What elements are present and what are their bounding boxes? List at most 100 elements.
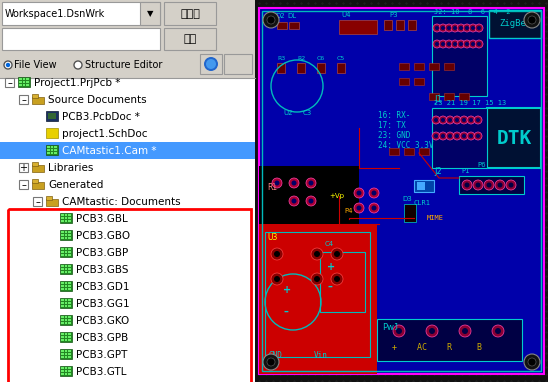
Text: –: – (21, 180, 26, 190)
Circle shape (334, 276, 340, 282)
Bar (61, 248, 64, 250)
Bar (65, 282, 67, 284)
Circle shape (446, 116, 454, 124)
Bar (61, 282, 64, 284)
Circle shape (309, 199, 313, 204)
Bar (389, 148, 399, 155)
Circle shape (372, 191, 376, 196)
Bar (33, 197, 42, 206)
Bar (140, 2, 160, 25)
Bar (68, 237, 71, 239)
Text: Generated: Generated (48, 180, 104, 190)
Circle shape (462, 118, 466, 122)
Bar (444, 63, 454, 70)
Circle shape (528, 16, 536, 24)
Bar (68, 214, 71, 216)
Circle shape (263, 354, 279, 370)
Circle shape (396, 328, 402, 334)
Bar (68, 248, 71, 250)
Bar (5, 78, 14, 87)
Bar (61, 370, 64, 372)
Bar (65, 322, 67, 324)
Text: U4: U4 (341, 12, 351, 18)
Bar (32, 182, 44, 189)
Text: –: – (21, 95, 26, 105)
Circle shape (476, 118, 480, 122)
Text: C3: C3 (303, 110, 312, 116)
Circle shape (433, 24, 441, 32)
Circle shape (354, 203, 364, 213)
Text: PCB3.GBS: PCB3.GBS (76, 265, 128, 275)
Text: Pw1: Pw1 (382, 322, 399, 332)
Bar (65, 214, 67, 216)
Bar (259, 166, 359, 224)
Bar (61, 373, 64, 375)
Text: +    AC    R     B: + AC R B (392, 343, 482, 351)
Circle shape (448, 118, 452, 122)
Text: J1: J1 (434, 96, 442, 105)
Circle shape (311, 273, 323, 285)
Circle shape (469, 118, 473, 122)
Bar (68, 288, 71, 290)
Bar (22, 78, 25, 80)
Text: Source Documents: Source Documents (48, 95, 147, 105)
Bar (277, 63, 285, 73)
Bar (60, 366, 72, 376)
Bar (2, 2, 160, 25)
Bar (224, 54, 252, 74)
Bar (60, 264, 72, 274)
Bar (60, 349, 72, 359)
Text: J2: J2 (434, 167, 442, 175)
Circle shape (441, 118, 445, 122)
Bar (68, 231, 71, 233)
Bar (50, 149, 53, 151)
Bar (419, 148, 429, 155)
Bar (61, 350, 64, 352)
Bar (61, 237, 64, 239)
Circle shape (457, 40, 465, 48)
Circle shape (459, 42, 463, 46)
Circle shape (459, 26, 463, 30)
Circle shape (372, 206, 376, 210)
Circle shape (471, 26, 475, 30)
Bar (61, 316, 64, 318)
Bar (18, 77, 30, 87)
Circle shape (441, 26, 445, 30)
Circle shape (495, 328, 501, 334)
Text: CLR1: CLR1 (414, 200, 431, 206)
Bar (255, 0, 548, 382)
Bar (65, 251, 67, 253)
Bar (32, 97, 44, 104)
Bar (60, 298, 72, 308)
Bar (200, 54, 222, 74)
Circle shape (453, 116, 461, 124)
Bar (19, 84, 21, 86)
Circle shape (439, 24, 447, 32)
Circle shape (475, 40, 483, 48)
Text: –: – (7, 78, 12, 88)
Text: 16: RX-: 16: RX- (378, 112, 410, 120)
Circle shape (426, 325, 438, 337)
Bar (61, 265, 64, 267)
Bar (32, 179, 38, 183)
Text: 工程: 工程 (184, 34, 197, 44)
Bar (65, 248, 67, 250)
Circle shape (462, 134, 466, 138)
Bar (68, 251, 71, 253)
Text: C6: C6 (317, 55, 326, 60)
Bar (68, 268, 71, 270)
Bar (61, 336, 64, 338)
Circle shape (457, 24, 465, 32)
Bar (61, 333, 64, 335)
Circle shape (271, 248, 283, 260)
Bar (26, 81, 28, 83)
Bar (22, 84, 25, 86)
Circle shape (455, 118, 459, 122)
Text: MIME: MIME (427, 215, 444, 221)
Circle shape (460, 132, 468, 140)
Bar (61, 288, 64, 290)
Circle shape (465, 42, 469, 46)
Text: U2: U2 (283, 110, 293, 116)
Circle shape (357, 191, 362, 196)
Bar (19, 163, 28, 172)
